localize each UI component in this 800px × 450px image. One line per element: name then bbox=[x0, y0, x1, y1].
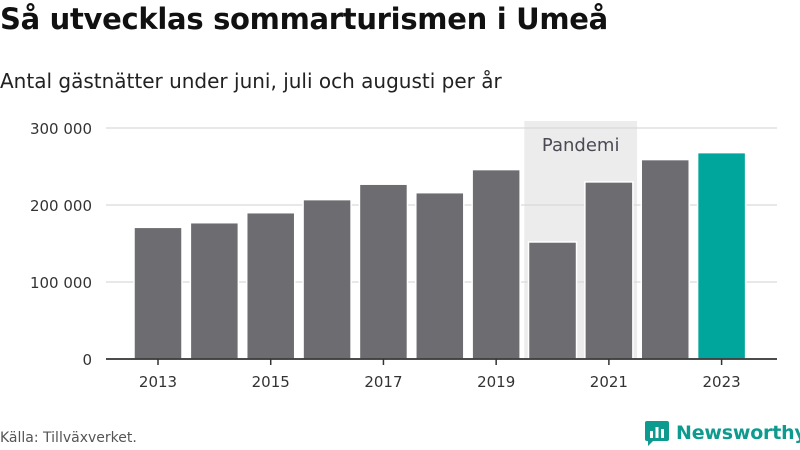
x-tick-label: 2019 bbox=[477, 373, 515, 391]
bar-2013 bbox=[133, 226, 183, 360]
bar-2017 bbox=[358, 183, 409, 360]
x-tick-label: 2017 bbox=[364, 373, 402, 391]
bar-2023 bbox=[696, 151, 747, 360]
y-tick-label: 300 000 bbox=[30, 120, 92, 138]
x-tick-label: 2023 bbox=[703, 373, 741, 391]
chart-subtitle: Antal gästnätter under juni, juli och au… bbox=[0, 69, 502, 93]
y-tick-label: 0 bbox=[82, 351, 92, 369]
bar-2020 bbox=[527, 241, 578, 360]
bar-2016 bbox=[302, 198, 352, 360]
annotation-label: Pandemi bbox=[542, 135, 620, 156]
source-note: Källa: Tillväxverket. bbox=[0, 430, 137, 446]
bar-2022 bbox=[640, 158, 690, 360]
x-tick-label: 2013 bbox=[139, 373, 177, 391]
chart-title: Så utvecklas sommarturismen i Umeå bbox=[0, 2, 608, 36]
brand-name: Newsworthy bbox=[676, 422, 800, 444]
bar-2015 bbox=[245, 211, 296, 360]
y-tick-label: 200 000 bbox=[30, 197, 92, 215]
bar-2018 bbox=[415, 191, 465, 360]
newsworthy-logo-icon bbox=[645, 421, 669, 446]
bar-2019 bbox=[471, 168, 521, 360]
x-tick-label: 2021 bbox=[590, 373, 628, 391]
bar-2021 bbox=[584, 181, 634, 360]
x-tick-label: 2015 bbox=[252, 373, 290, 391]
y-tick-label: 100 000 bbox=[30, 274, 92, 292]
brand-logo: Newsworthy bbox=[644, 419, 800, 447]
bar-2014 bbox=[189, 221, 240, 360]
